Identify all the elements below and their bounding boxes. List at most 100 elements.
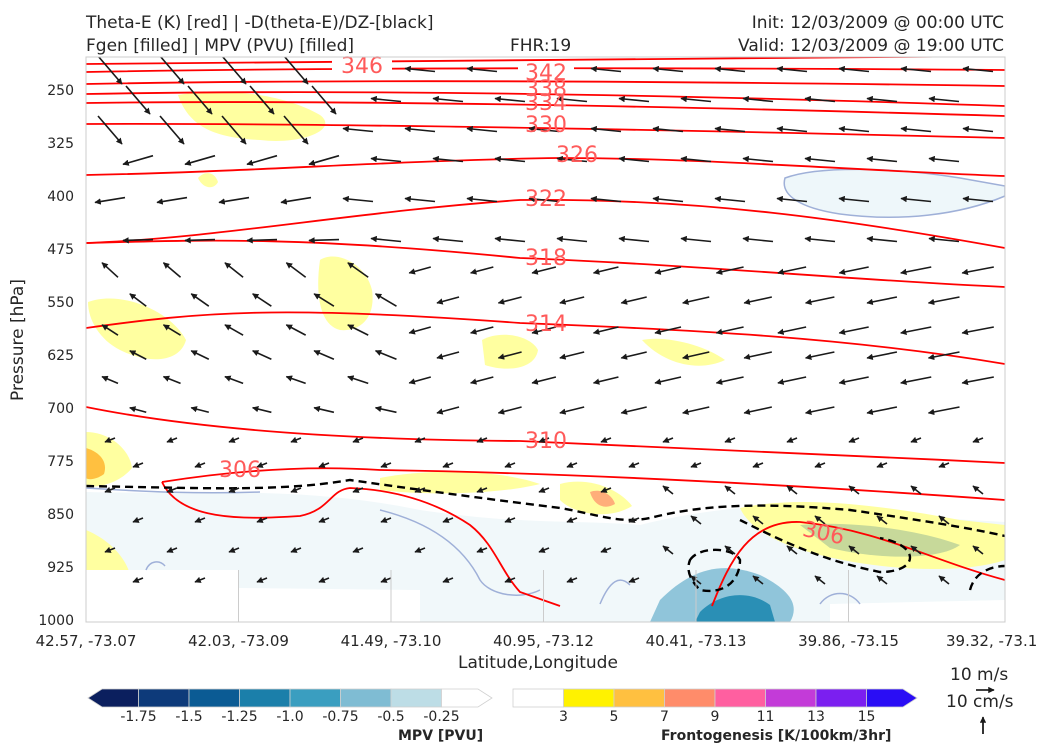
wind-vector-arrow — [804, 235, 836, 243]
wind-vector-arrow — [101, 262, 119, 278]
colorbar-swatch — [613, 688, 665, 708]
colorbar-swatch — [289, 688, 341, 708]
theta-e-label: 322 — [525, 187, 567, 212]
wind-vector-arrow — [370, 235, 402, 243]
wind-vector-arrow — [285, 324, 307, 336]
y-tick-label: 700 — [47, 401, 74, 418]
theta-e-contour — [86, 122, 1005, 139]
colorbar-swatch — [441, 688, 493, 708]
wind-vector-arrow — [228, 486, 240, 493]
wind-vector-arrow — [129, 350, 147, 360]
wind-vector-arrow — [592, 266, 619, 275]
wind-vector-arrow — [194, 461, 206, 468]
mpv-contour — [599, 579, 631, 605]
wind-vector-arrow — [592, 376, 619, 385]
wind-vector-arrow — [680, 235, 712, 243]
wind-vector-arrow — [866, 296, 898, 306]
colorbar-tick-label: -1.5 — [175, 709, 203, 725]
wind-vector-arrow — [742, 235, 774, 243]
fgen-fill — [198, 173, 218, 188]
wind-vector-arrow — [528, 195, 560, 203]
colorbar-swatch — [138, 688, 190, 708]
wind-vector-arrow — [680, 95, 712, 103]
colorbar-swatch — [664, 688, 716, 708]
theta-e-contour — [161, 467, 1005, 501]
theta-e-contour — [86, 80, 1005, 87]
wind-vector-arrow — [221, 115, 247, 145]
wind-vector-arrow — [290, 546, 302, 553]
wind-vector-arrow — [246, 154, 278, 166]
wind-vector-arrow — [962, 65, 994, 73]
wind-vector-arrow — [927, 351, 960, 361]
y-axis-label: Pressure [hPa] — [8, 279, 28, 401]
x-tick-label: 42.03, -73.09 — [188, 632, 289, 650]
wind-vector-arrow — [600, 486, 612, 493]
title-left-line1: Theta-E (K) [red] | -D(theta-E)/DZ-[blac… — [86, 13, 434, 33]
wind-vector-arrow — [408, 376, 431, 385]
wind-vector-arrow — [308, 154, 340, 166]
wind-vector-arrow — [652, 195, 684, 203]
wind-vector-arrow — [804, 351, 835, 360]
valid-time: Valid: 12/03/2009 @ 19:00 UTC — [738, 36, 1004, 56]
wind-vector-arrow — [414, 486, 426, 493]
wind-vector-arrow — [777, 376, 807, 385]
wind-vector-arrow — [776, 65, 808, 73]
wind-vector-arrow — [724, 485, 736, 495]
stability-contour — [687, 548, 742, 593]
wind-vector-arrow — [927, 296, 960, 306]
wind-vector-arrow — [618, 155, 650, 163]
wind-vector-arrow — [494, 155, 526, 163]
y-tick-label: 625 — [47, 348, 74, 365]
wind-vector-arrow — [556, 95, 588, 103]
wind-vector-arrow — [848, 545, 860, 555]
colorbar-tick-label: 7 — [660, 709, 669, 725]
wind-vector-arrow — [290, 436, 302, 443]
wind-vector-arrow — [752, 461, 764, 468]
wind-vector-arrow — [682, 406, 710, 415]
wind-vector-arrow — [347, 262, 369, 278]
colorbar-swatch — [714, 688, 766, 708]
wind-vector-arrow — [442, 461, 454, 468]
wind-vector-arrow — [252, 293, 272, 307]
wind-vector-arrow — [313, 350, 335, 360]
y-tick-label: 850 — [47, 507, 74, 524]
wind-vector-arrow — [876, 575, 888, 585]
wind-vector-arrow — [876, 515, 888, 525]
wind-vector-arrow — [256, 516, 268, 523]
wind-vector-arrow — [497, 406, 522, 415]
colorbar-tick-label: -1.0 — [276, 709, 304, 725]
wind-vector-arrow — [162, 324, 181, 336]
fgen-fill — [482, 334, 538, 369]
wind-vector-arrow — [101, 324, 119, 336]
wind-vector-arrow — [838, 266, 869, 275]
y-tick-label: 550 — [47, 295, 74, 312]
terrain-mask — [86, 570, 238, 622]
wind-vector-arrow — [476, 486, 488, 493]
wind-vector-arrow — [436, 296, 460, 305]
wind-vector-arrow — [370, 95, 402, 103]
wind-vector-arrow — [618, 95, 650, 103]
fgen-fill — [590, 490, 615, 507]
wind-vector-arrow — [866, 351, 898, 361]
wind-vector-arrow — [504, 576, 516, 583]
wind-vector-arrow — [590, 125, 622, 133]
wind-vector-arrow — [838, 195, 870, 203]
wind-vector-arrow — [190, 293, 210, 307]
wind-vector-arrow — [814, 575, 826, 585]
wind-vector-arrow — [283, 115, 309, 145]
wind-vector-arrow — [838, 125, 870, 133]
wind-vector-arrow — [404, 195, 436, 203]
wind-vector-arrow — [559, 351, 585, 360]
wind-vector-arrow — [900, 376, 932, 386]
wind-vector-arrow — [531, 266, 557, 275]
wind-vector-arrow — [380, 461, 392, 468]
wind-vector-arrow — [680, 155, 712, 163]
terrain-mask — [238, 588, 420, 622]
mpv-colorbar — [87, 688, 493, 708]
wind-vector-arrow — [504, 516, 516, 523]
colorbar-swatch — [188, 688, 240, 708]
wind-vector-arrow — [97, 57, 123, 85]
x-tick-marks — [238, 570, 849, 622]
wind-vector-arrow — [132, 576, 144, 583]
wind-vector-arrow — [104, 486, 116, 493]
